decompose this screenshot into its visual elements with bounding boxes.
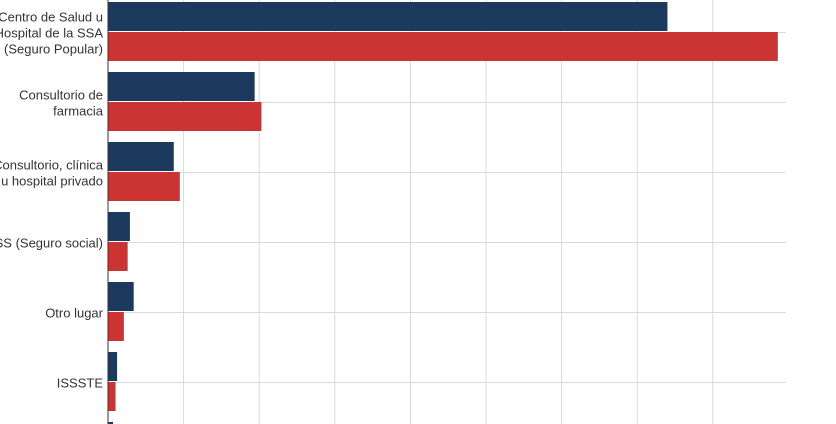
gridlines xyxy=(107,0,786,424)
bar-series-1 xyxy=(108,142,174,171)
category-label: ISSSTE xyxy=(57,376,104,391)
bar-series-2 xyxy=(108,32,778,61)
bar-series-1 xyxy=(108,352,118,381)
bar-series-2 xyxy=(108,172,180,201)
bar-series-1 xyxy=(108,2,668,31)
category-labels: Centro de Salud u Hospital de la SSA (Segu… xyxy=(0,10,104,391)
bar-series-1 xyxy=(108,282,134,311)
bar-series-2 xyxy=(108,382,116,411)
bars xyxy=(108,2,778,424)
bar-series-1 xyxy=(108,72,255,101)
bar-series-2 xyxy=(108,312,124,341)
bar-series-1 xyxy=(108,422,113,424)
category-label: IMSS (Seguro social) xyxy=(0,236,103,251)
category-label: Consultorio, clínica u hospital privado xyxy=(0,158,104,189)
category-label: Otro lugar xyxy=(45,306,103,321)
bar-series-1 xyxy=(108,212,130,241)
category-label: Centro de Salud u Hospital de la SSA (Segu… xyxy=(0,10,103,57)
bar-series-2 xyxy=(108,242,128,271)
bar-series-2 xyxy=(108,102,262,131)
category-label: Consultorio de farmacia xyxy=(19,88,104,119)
